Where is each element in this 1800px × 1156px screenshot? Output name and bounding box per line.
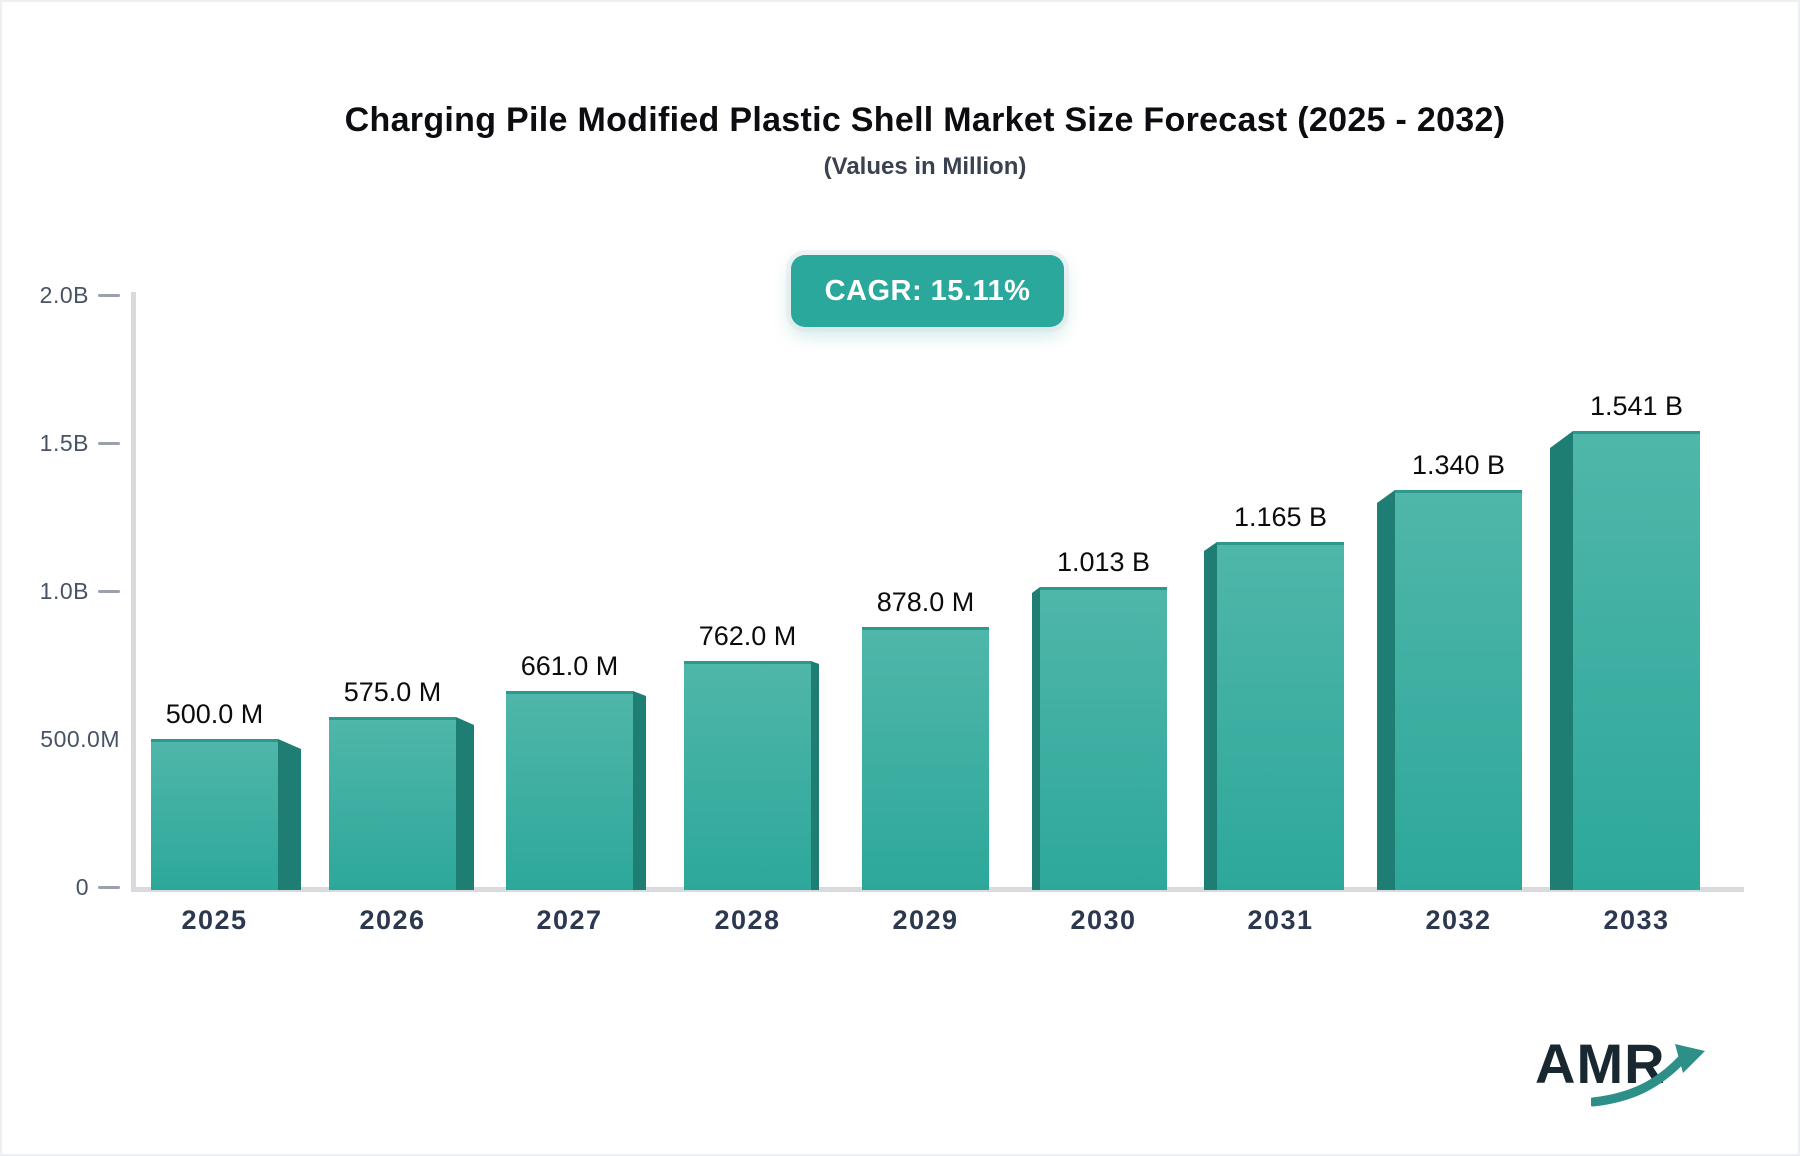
bar-top-edge — [684, 661, 811, 664]
bar-top-edge — [1217, 542, 1344, 545]
bar-top-edge — [1040, 587, 1167, 590]
bar-value-label: 1.013 B — [1056, 547, 1151, 577]
bar-front-face — [151, 739, 278, 890]
x-axis-label: 2026 — [359, 905, 426, 935]
bar-value-label: 1.541 B — [1589, 391, 1684, 421]
bar-value-label: 575.0 M — [343, 677, 442, 707]
chart-subtitle: (Values in Million) — [823, 153, 1027, 180]
bar-top-edge — [329, 717, 456, 720]
bar-value-label: 500.0 M — [165, 699, 264, 729]
y-axis-tick-dash-icon — [98, 441, 120, 445]
bar-side-face — [278, 739, 301, 890]
amr-logo-text: AMR — [1535, 1032, 1666, 1095]
x-axis-label: 2025 — [181, 905, 248, 935]
bar-top-edge — [1573, 431, 1700, 434]
bar-side-face — [456, 717, 474, 890]
bar-front-face — [1573, 431, 1700, 890]
bar-value-label: 878.0 M — [876, 587, 975, 617]
y-axis-tick: 500.0M — [2, 724, 120, 754]
x-axis-label: 2033 — [1603, 905, 1670, 935]
bar-side-face — [1550, 431, 1573, 890]
bar-side-face — [633, 691, 646, 890]
y-axis-tick-label: 1.0B — [39, 577, 89, 604]
bar-top-edge — [1395, 490, 1522, 493]
bar-side-face — [1032, 587, 1040, 890]
bar-value-label: 661.0 M — [520, 651, 619, 681]
bar-front-face — [862, 627, 989, 890]
x-axis-label: 2029 — [892, 905, 959, 935]
bar-front-face — [506, 691, 633, 890]
bar-front-face — [1040, 587, 1167, 890]
y-axis-tick: 2.0B — [2, 280, 120, 310]
bar-front-face — [1217, 542, 1344, 890]
y-axis-tick-dash-icon — [98, 293, 120, 297]
chart-title: Charging Pile Modified Plastic Shell Mar… — [344, 101, 1506, 139]
bar-front-face — [684, 661, 811, 890]
bar-top-edge — [151, 739, 278, 742]
x-axis-label: 2030 — [1070, 905, 1137, 935]
y-axis-tick-label: 1.5B — [39, 429, 89, 456]
y-axis-tick-label: 2.0B — [39, 281, 89, 308]
bar-top-edge — [862, 627, 989, 630]
bar-side-face — [1377, 490, 1395, 890]
amr-logo: AMR — [1535, 1036, 1725, 1114]
growth-arrow-icon — [1591, 1044, 1705, 1107]
y-axis-tick-dash-icon — [98, 885, 120, 889]
bar-top-edge — [506, 691, 633, 694]
cagr-badge-label: CAGR: 15.11% — [824, 274, 1031, 307]
y-axis-tick: 0 — [2, 872, 120, 902]
y-axis-tick-dash-icon — [98, 589, 120, 593]
cagr-badge: CAGR: 15.11% — [791, 255, 1064, 327]
x-axis-label: 2032 — [1425, 905, 1492, 935]
x-axis-label: 2027 — [536, 905, 603, 935]
y-axis-tick: 1.0B — [2, 576, 120, 606]
x-axis-label: 2028 — [714, 905, 781, 935]
bar-side-face — [811, 661, 819, 890]
bar-value-label: 1.340 B — [1411, 450, 1506, 480]
bar-front-face — [1395, 490, 1522, 890]
bar-front-face — [329, 717, 456, 890]
y-axis-tick-label: 0 — [75, 873, 89, 900]
x-axis-label: 2031 — [1247, 905, 1314, 935]
bar-value-label: 1.165 B — [1233, 502, 1328, 532]
y-axis-line — [131, 292, 136, 887]
y-axis-tick-label: 500.0M — [40, 725, 120, 752]
y-axis-tick: 1.5B — [2, 428, 120, 458]
bar-side-face — [1204, 542, 1217, 890]
bar-value-label: 762.0 M — [698, 621, 797, 651]
